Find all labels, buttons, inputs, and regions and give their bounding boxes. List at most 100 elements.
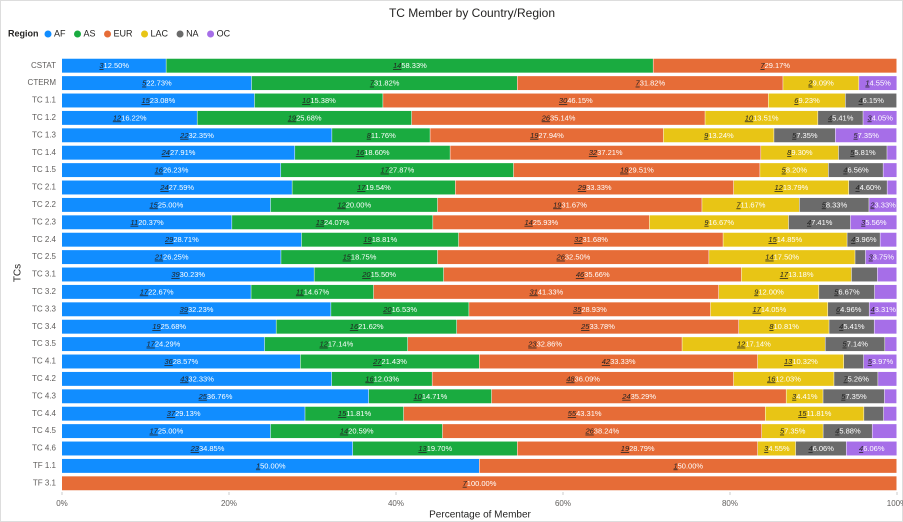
legend-swatch: [104, 30, 112, 38]
bar-segment: [761, 424, 823, 439]
member-count: 8: [787, 148, 792, 157]
bar-segment: [270, 424, 443, 439]
percent-label: 7.41%: [811, 218, 833, 227]
y-tick-label: TC 4.4: [32, 409, 57, 418]
segment-label: 46.56%: [843, 166, 869, 175]
y-tick-label: TC 3.1: [32, 270, 57, 279]
bar-segment: [885, 337, 897, 352]
member-count: 4: [828, 113, 832, 122]
member-count: 23: [190, 444, 200, 453]
member-count: 12: [113, 113, 122, 122]
member-count: 4: [851, 235, 855, 244]
bar-segment: [883, 163, 897, 178]
percent-label: 15.50%: [371, 270, 397, 279]
member-count: 16: [350, 322, 359, 331]
segment-label: 29.09%: [807, 79, 834, 88]
member-count: 7: [843, 374, 848, 383]
bar-segment: [407, 337, 682, 352]
member-count: 10: [302, 96, 311, 105]
bar-segment: [62, 302, 331, 317]
member-count: 32: [574, 235, 583, 244]
legend-swatch: [44, 30, 52, 38]
segment-label: 1217.14%: [319, 340, 353, 349]
bar-segment: [368, 389, 492, 404]
bar-segment: [62, 58, 166, 73]
member-count: 14: [765, 253, 773, 262]
segment-label: 1310.32%: [784, 357, 818, 366]
percent-label: 32.33%: [188, 374, 214, 383]
percent-label: 23.08%: [150, 96, 176, 105]
y-tick-label: TC 2.5: [32, 252, 57, 261]
segment-label: 45.88%: [835, 427, 861, 436]
percent-label: 30.23%: [180, 270, 206, 279]
member-count: 12: [737, 340, 746, 349]
percent-label: 12.03%: [374, 374, 400, 383]
percent-label: 33.33%: [610, 357, 636, 366]
bar-segment: [517, 441, 758, 456]
bar-segment: [251, 76, 517, 91]
segment-label: 1220.00%: [337, 200, 371, 209]
member-count: 5: [780, 427, 785, 436]
bar-segment: [281, 163, 514, 178]
segment-label: 1417.50%: [765, 253, 799, 262]
percent-label: 20.37%: [138, 218, 164, 227]
segment-label: 916.67%: [704, 218, 734, 227]
percent-label: 6.67%: [838, 287, 860, 296]
bar-segment: [887, 145, 897, 160]
bar-segment: [846, 441, 897, 456]
bar-segment: [880, 232, 897, 247]
segment-label: 1719.54%: [357, 183, 391, 192]
segment-label: 2632.50%: [556, 253, 591, 262]
segment-label: 56.67%: [834, 287, 860, 296]
percent-label: 32.23%: [188, 305, 214, 314]
member-count: 8: [367, 131, 372, 140]
segment-label: 1925.68%: [288, 113, 322, 122]
bar-segment: [517, 76, 783, 91]
percent-label: 31.67%: [561, 200, 587, 209]
bar-segment: [62, 371, 332, 386]
bar-segment: [62, 232, 302, 247]
percent-label: 29.17%: [765, 61, 791, 70]
segment-label: 46.06%: [859, 444, 885, 453]
member-count: 11: [130, 218, 138, 227]
y-tick-label: TC 3.2: [32, 287, 57, 296]
y-axis-label: TCs: [13, 264, 24, 282]
percent-label: 50.00%: [260, 461, 286, 470]
y-tick-label: TC 4.2: [32, 374, 57, 383]
member-count: 5: [868, 357, 873, 366]
bar-segment: [62, 458, 479, 473]
percent-label: 28.79%: [629, 444, 655, 453]
segment-label: 1114.67%: [296, 287, 330, 296]
bar-segment: [878, 371, 897, 386]
member-count: 5: [834, 287, 839, 296]
member-count: 16: [365, 374, 374, 383]
segment-label: 75.26%: [843, 374, 869, 383]
percent-label: 6.56%: [847, 166, 869, 175]
percent-label: 3.31%: [875, 305, 897, 314]
percent-label: 12.00%: [758, 287, 784, 296]
member-count: 6: [836, 305, 841, 314]
percent-label: 16.67%: [709, 218, 735, 227]
percent-label: 32.35%: [189, 131, 215, 140]
legend-label: OC: [217, 28, 231, 38]
member-count: 10: [745, 113, 754, 122]
segment-label: 731.82%: [636, 79, 666, 88]
bar-segment: [437, 197, 702, 212]
member-count: 36: [164, 357, 173, 366]
bar-segment: [62, 145, 295, 160]
bar-segment: [450, 145, 761, 160]
segment-label: 69.23%: [794, 96, 820, 105]
bar-segment: [663, 128, 774, 143]
member-count: 3: [764, 444, 769, 453]
member-count: 19: [621, 444, 630, 453]
percent-label: 12.50%: [104, 61, 130, 70]
percent-label: 4.55%: [870, 79, 892, 88]
percent-label: 35.14%: [550, 113, 576, 122]
bar-segment: [649, 215, 789, 230]
segment-label: 1458.33%: [393, 61, 427, 70]
bar-segment: [62, 389, 369, 404]
segment-label: 1725.00%: [149, 427, 183, 436]
member-count: 17: [149, 427, 158, 436]
percent-label: 31.82%: [640, 79, 666, 88]
percent-label: 9.09%: [813, 79, 835, 88]
